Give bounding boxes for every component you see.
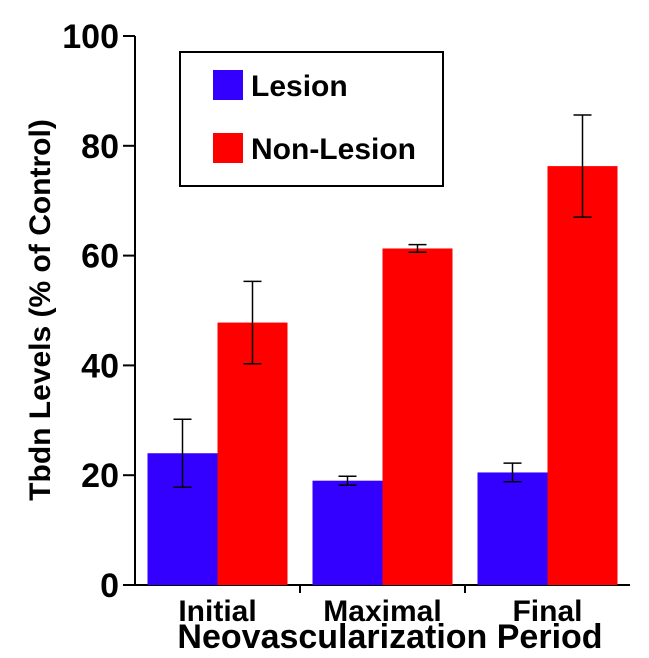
bar-non-lesion-initial [217,322,288,585]
error-bars [173,114,592,489]
y-tick-label: 80 [81,128,119,166]
x-tick-label: Initial [178,595,256,628]
y-axis-label: Tbdn Levels (% of Control) [24,119,57,501]
y-tick-label: 0 [100,567,119,605]
x-tick-label: Final [512,595,582,628]
bar-non-lesion-maximal [382,248,453,585]
legend-label-lesion: Lesion [251,70,348,103]
x-tick-label: Maximal [323,595,441,628]
bars [147,166,618,585]
legend-swatch-non-lesion [213,133,243,163]
y-tick-label: 100 [62,18,119,56]
bar-lesion-maximal [312,480,383,585]
x-axis-label: Neovascularization Period [177,618,602,656]
y-tick-label: 40 [81,347,119,385]
y-tick-label: 60 [81,238,119,276]
y-axis: 0 20 40 60 80 100 [62,18,136,605]
legend: Lesion Non-Lesion [179,51,444,187]
bar-lesion-final [477,472,548,585]
bar-non-lesion-final [547,166,618,585]
legend-label-non-lesion: Non-Lesion [251,133,416,166]
legend-swatch-lesion [213,70,243,100]
x-axis: Initial Maximal Final [135,584,630,628]
y-tick-label: 20 [81,457,119,495]
